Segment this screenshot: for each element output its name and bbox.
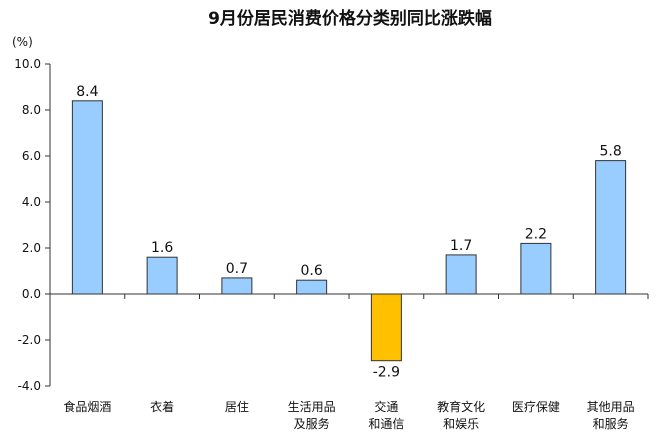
data-label: 0.7 — [226, 261, 248, 277]
x-category-label: 交通 — [374, 399, 398, 414]
bar — [221, 277, 253, 295]
x-category-label: 和娱乐 — [443, 417, 479, 431]
axes: 10.0 8.0 6.0 4.0 2.0 0.0 -2.0 -4.0 食品烟酒 衣着 居住 生活用品及… — [14, 57, 649, 431]
bar — [520, 242, 552, 295]
y-tick-label: 2.0 — [22, 241, 41, 255]
bar — [595, 160, 627, 295]
y-tick-label: 8.0 — [22, 103, 41, 117]
x-category-label: 和通信 — [368, 417, 404, 431]
data-labels: 8.4 1.6 0.7 0.6 -2.9 1.7 2.2 5.8 — [76, 84, 622, 381]
x-category-label: 居住 — [225, 400, 249, 414]
bar — [445, 254, 477, 295]
x-category-label: 医疗保健 — [512, 400, 560, 414]
y-tick-label: 6.0 — [22, 149, 41, 163]
x-category-label: 及服务 — [294, 416, 330, 431]
data-label: 8.4 — [76, 84, 98, 100]
data-label: 0.6 — [300, 263, 322, 279]
x-category-label: 其他用品 — [587, 400, 635, 414]
x-category-label: 食品烟酒 — [63, 399, 111, 414]
bar — [71, 100, 103, 295]
data-label: -2.9 — [373, 365, 400, 381]
bar — [296, 279, 328, 295]
x-category-label: 生活用品 — [288, 400, 336, 414]
data-label: 2.2 — [525, 226, 547, 242]
bars — [71, 100, 627, 362]
chart-title: 9月份居民消费价格分类别同比涨跌幅 — [208, 8, 492, 29]
y-tick-label: -4.0 — [18, 379, 41, 393]
x-category-label: 和服务 — [593, 416, 629, 431]
x-category-label: 衣着 — [150, 399, 174, 414]
y-tick-label: -2.0 — [18, 333, 41, 347]
y-tick-label: 4.0 — [22, 195, 41, 209]
y-axis-unit-label: (%) — [12, 35, 33, 49]
y-tick-label: 0.0 — [22, 287, 41, 301]
data-label: 5.8 — [599, 144, 621, 160]
data-label: 1.6 — [151, 240, 173, 256]
y-tick-label: 10.0 — [14, 57, 41, 71]
bar — [370, 293, 402, 362]
data-label: 1.7 — [450, 238, 472, 254]
bar — [146, 256, 178, 295]
x-category-label: 教育文化 — [437, 399, 485, 414]
